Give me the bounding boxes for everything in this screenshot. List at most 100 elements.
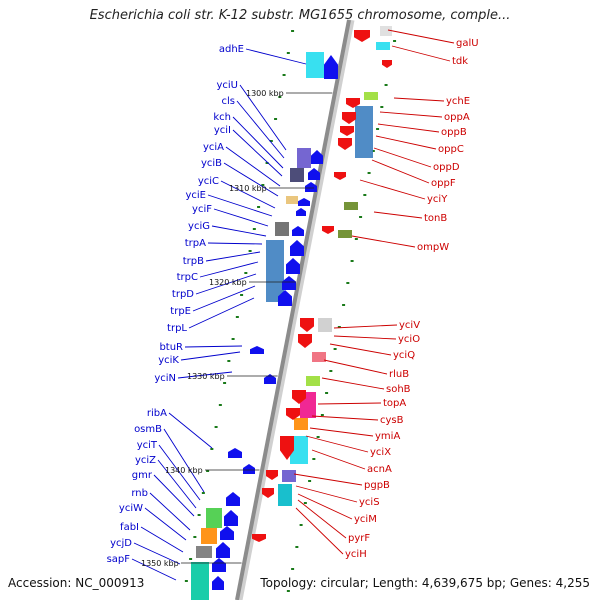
gene-block xyxy=(297,148,311,168)
reverse-gene-arrow xyxy=(252,534,266,542)
forward-gene-arrow xyxy=(220,526,234,540)
gene-label-sohB: sohB xyxy=(386,384,411,395)
tick-mark xyxy=(299,524,303,526)
gene-label-rnb: rnb xyxy=(131,488,148,499)
gene-label-btuR: btuR xyxy=(159,342,183,353)
gene-block xyxy=(294,418,308,430)
gene-label-yciN: yciN xyxy=(154,373,176,384)
gene-block xyxy=(338,230,352,238)
tick-mark xyxy=(337,326,341,328)
leader-line xyxy=(387,29,455,44)
accession-label: Accession: NC_000913 xyxy=(8,576,145,590)
gene-label-yciO: yciO xyxy=(398,334,420,345)
forward-gene-arrow xyxy=(305,182,317,192)
forward-gene-arrow xyxy=(243,464,255,474)
leader-line xyxy=(199,261,259,278)
leader-line xyxy=(223,162,279,197)
tick-mark xyxy=(248,250,252,252)
tick-mark xyxy=(282,74,286,76)
gene-block xyxy=(290,436,308,464)
tick-mark xyxy=(240,294,244,296)
gene-label-trpB: trpB xyxy=(183,256,204,267)
tick-mark xyxy=(252,228,256,230)
gene-block xyxy=(275,222,289,236)
tick-mark xyxy=(210,448,214,450)
gene-label-topA: topA xyxy=(383,398,406,409)
tick-mark xyxy=(257,206,261,208)
leader-line xyxy=(232,116,284,169)
kbp-marker: 1330 kbp xyxy=(187,372,225,381)
gene-label-sapF: sapF xyxy=(107,554,131,565)
leader-line xyxy=(220,180,276,209)
forward-gene-arrow xyxy=(216,542,230,558)
tick-mark xyxy=(380,106,384,108)
leader-line xyxy=(311,449,366,470)
tick-mark xyxy=(286,590,290,592)
gene-label-yciU: yciU xyxy=(216,80,238,91)
leader-line xyxy=(205,251,261,262)
forward-gene-arrow xyxy=(292,226,304,236)
gene-label-ychE: ychE xyxy=(446,96,470,107)
gene-label-trpA: trpA xyxy=(185,238,206,249)
tick-mark xyxy=(308,480,312,482)
leader-line xyxy=(225,146,281,187)
tick-mark xyxy=(235,316,239,318)
leader-line xyxy=(295,485,358,503)
leader-line xyxy=(188,297,255,329)
leader-line xyxy=(144,507,187,541)
leader-line xyxy=(168,412,213,449)
gene-label-oppD: oppD xyxy=(433,162,460,173)
gene-label-yciT: yciT xyxy=(137,440,158,451)
tick-mark xyxy=(384,84,388,86)
leader-line xyxy=(177,371,233,379)
leader-line xyxy=(379,111,443,118)
tick-mark xyxy=(312,458,316,460)
gene-label-yciE: yciE xyxy=(185,190,206,201)
tick-mark xyxy=(342,304,346,306)
forward-gene-arrow xyxy=(278,290,292,306)
gene-block xyxy=(290,168,304,182)
gene-label-trpL: trpL xyxy=(167,323,187,334)
gene-block xyxy=(191,562,209,600)
gene-label-ycjD: ycjD xyxy=(110,538,132,549)
tick-mark xyxy=(206,470,210,472)
gene-label-yciF: yciF xyxy=(192,204,212,215)
tick-mark xyxy=(333,348,337,350)
kbp-marker: 1300 kbp xyxy=(246,89,284,98)
gene-block xyxy=(286,196,298,204)
reverse-gene-arrow xyxy=(322,226,334,234)
gene-label-ymiA: ymiA xyxy=(375,431,400,442)
leader-line xyxy=(311,415,379,421)
gene-block xyxy=(206,508,222,528)
gene-label-yciZ: yciZ xyxy=(135,455,156,466)
leader-line xyxy=(329,343,392,356)
gene-block xyxy=(376,42,390,50)
leader-line xyxy=(133,542,181,565)
forward-gene-arrow xyxy=(228,448,242,458)
gene-label-yciS: yciS xyxy=(359,497,380,508)
forward-gene-arrow xyxy=(250,346,264,354)
gene-label-osmB: osmB xyxy=(134,424,162,435)
gene-label-yciK: yciK xyxy=(158,355,179,366)
leader-line xyxy=(309,427,374,437)
kbp-marker: 1350 kbp xyxy=(141,559,179,568)
gene-label-yciW: yciW xyxy=(119,503,143,514)
tick-mark xyxy=(265,162,269,164)
forward-gene-arrow xyxy=(324,55,338,79)
forward-gene-arrow xyxy=(286,258,300,274)
leader-line xyxy=(321,377,385,390)
forward-gene-arrow xyxy=(224,510,238,526)
gene-label-oppF: oppF xyxy=(431,178,456,189)
tick-mark xyxy=(329,370,333,372)
gene-label-oppC: oppC xyxy=(438,144,464,155)
tick-mark xyxy=(244,272,248,274)
gene-block xyxy=(380,26,392,36)
tick-mark xyxy=(193,536,197,538)
gene-label-yciA: yciA xyxy=(203,142,224,153)
reverse-gene-arrow xyxy=(340,126,354,136)
leader-line xyxy=(305,435,369,453)
forward-gene-arrow xyxy=(298,198,310,206)
reverse-gene-arrow xyxy=(382,60,392,68)
gene-label-ribA: ribA xyxy=(147,408,167,419)
